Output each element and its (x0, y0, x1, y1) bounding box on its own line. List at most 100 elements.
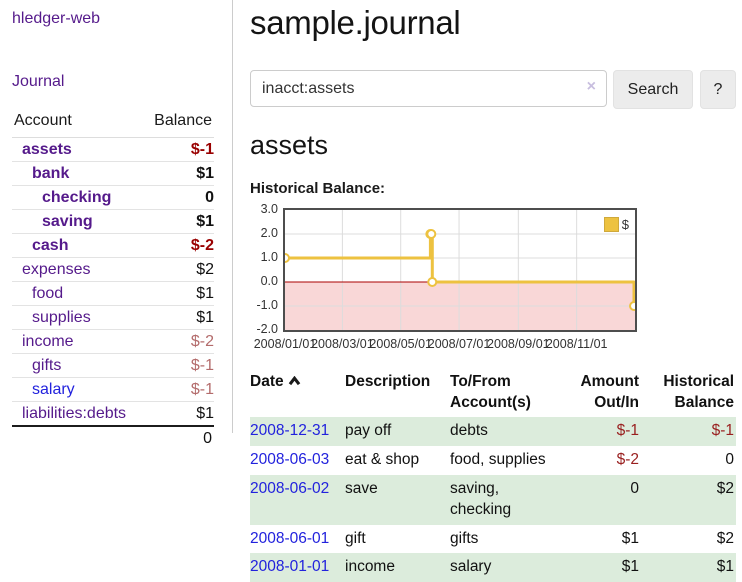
register-header-description: Description (345, 373, 431, 390)
account-cell: gifts (12, 353, 143, 378)
account-cell: cash (12, 233, 143, 258)
account-balance: $1 (142, 209, 214, 234)
account-row: gifts $-1 (12, 353, 214, 378)
account-cell: assets (12, 137, 143, 162)
app-title-link[interactable]: hledger-web (12, 10, 101, 27)
transaction-date-link[interactable]: 2008-06-01 (250, 529, 330, 547)
accounts-header-balance: Balance (142, 110, 214, 138)
y-axis-tick-label: 2.0 (260, 226, 278, 240)
search-input[interactable] (250, 70, 607, 107)
y-axis-tick-label: 0.0 (260, 274, 278, 288)
transaction-balance: $1 (641, 553, 736, 582)
data-point-marker[interactable] (285, 253, 290, 263)
search-button[interactable]: Search (613, 70, 693, 109)
clear-search-icon[interactable]: × (586, 78, 596, 95)
transaction-description: save (345, 474, 450, 525)
sidebar-item-journal[interactable]: Journal (12, 73, 65, 90)
register-row: 2008-12-31 pay off debts $-1 $-1 (250, 416, 736, 446)
transaction-accounts: salary (450, 553, 564, 582)
chart-canvas (285, 210, 635, 330)
transaction-amount: $-2 (616, 450, 639, 468)
register-table: Date Description To/From Account(s) Amou… (250, 369, 736, 582)
account-row: assets $-1 (12, 137, 214, 162)
account-link[interactable]: checking (42, 189, 112, 206)
account-row: liabilities:debts $1 (12, 401, 214, 427)
transaction-date-link[interactable]: 2008-06-03 (250, 450, 330, 468)
account-link[interactable]: income (22, 333, 74, 350)
transaction-date-link[interactable]: 2008-12-31 (250, 421, 330, 439)
transaction-amount: $1 (621, 529, 639, 547)
account-balance: $-2 (142, 329, 214, 354)
account-row: salary $-1 (12, 377, 214, 402)
data-point-marker[interactable] (427, 277, 438, 287)
register-date-cell: 2008-12-31 (250, 416, 345, 446)
transaction-accounts: gifts (450, 529, 479, 547)
y-axis-tick-label: 3.0 (260, 202, 278, 216)
account-balance: $-1 (142, 353, 214, 378)
register-header-date[interactable]: Date (250, 369, 345, 417)
chart-legend: $ (601, 216, 631, 233)
account-link[interactable]: gifts (32, 357, 62, 374)
account-balance: 0 (142, 185, 214, 210)
register-row: 2008-06-01 gift gifts $1 $2 (250, 525, 736, 554)
account-cell: bank (12, 161, 143, 186)
account-cell: expenses (12, 257, 143, 282)
account-link[interactable]: supplies (32, 309, 91, 326)
account-row: food $1 (12, 281, 214, 306)
search-input-wrap: × (250, 70, 607, 107)
account-balance: $-2 (142, 233, 214, 258)
account-balance: $-1 (142, 377, 214, 402)
y-axis-tick-label: -1.0 (256, 298, 278, 312)
transaction-description: income (345, 553, 450, 582)
account-balance: $2 (142, 257, 214, 282)
account-link[interactable]: cash (32, 237, 69, 254)
account-link[interactable]: expenses (22, 261, 91, 278)
data-point-marker[interactable] (629, 301, 635, 311)
page-title: sample.journal (250, 4, 461, 41)
transaction-balance: 0 (725, 450, 734, 468)
accounts-header-account: Account (12, 110, 143, 138)
x-axis-tick-label: 2008/07/01 (427, 337, 491, 351)
account-balance: $1 (142, 161, 214, 186)
account-cell: saving (12, 209, 143, 234)
y-axis-tick-label: -2.0 (256, 322, 278, 336)
account-link[interactable]: bank (32, 165, 70, 182)
sidebar: hledger-web Journal Account Balance asse… (0, 0, 233, 450)
transaction-amount: 0 (564, 474, 641, 525)
transaction-date-link[interactable]: 2008-01-01 (250, 558, 330, 576)
account-balance: $1 (142, 281, 214, 306)
register-header-accounts: To/From Account(s) (450, 373, 531, 411)
account-row: cash $-2 (12, 233, 214, 258)
transaction-accounts: saving, checking (450, 474, 564, 525)
account-cell: liabilities:debts (12, 401, 143, 427)
register-date-cell: 2008-06-01 (250, 525, 345, 554)
x-axis-tick-label: 2008/05/01 (369, 337, 432, 351)
x-axis-tick-label: 2008/01/01 (253, 337, 317, 351)
register-date-cell: 2008-06-03 (250, 446, 345, 475)
account-link[interactable]: food (32, 285, 64, 302)
x-axis-tick-label: 2008/09/01 (487, 337, 550, 351)
sort-ascending-icon (288, 376, 300, 386)
account-cell: checking (12, 185, 143, 210)
transaction-accounts: food, supplies (450, 450, 546, 468)
register-row: 2008-06-02 save saving, checking 0 $2 (250, 474, 736, 525)
data-point-marker[interactable] (426, 229, 437, 239)
account-cell: food (12, 281, 143, 306)
account-link[interactable]: assets (22, 141, 72, 158)
chart-plot-area[interactable]: $ (283, 208, 637, 332)
x-axis-tick-label: 2008/11/01 (545, 337, 608, 351)
account-row: checking 0 (12, 185, 214, 210)
transaction-description: pay off (345, 416, 450, 446)
help-button[interactable]: ? (700, 70, 736, 109)
account-link[interactable]: liabilities:debts (22, 405, 127, 422)
account-link[interactable]: salary (32, 381, 75, 398)
x-axis-tick-label: 2008/03/01 (311, 337, 374, 351)
accounts-total-value: 0 (142, 425, 214, 450)
y-axis-tick-label: 1.0 (260, 250, 278, 264)
accounts-table: Account Balance assets $-1 bank $1 checking 0… (12, 110, 214, 450)
legend-swatch-icon (603, 217, 619, 232)
chart-title: Historical Balance: (250, 180, 386, 197)
account-link[interactable]: saving (42, 213, 93, 230)
legend-label: $ (621, 217, 629, 232)
transaction-date-link[interactable]: 2008-06-02 (250, 479, 330, 497)
